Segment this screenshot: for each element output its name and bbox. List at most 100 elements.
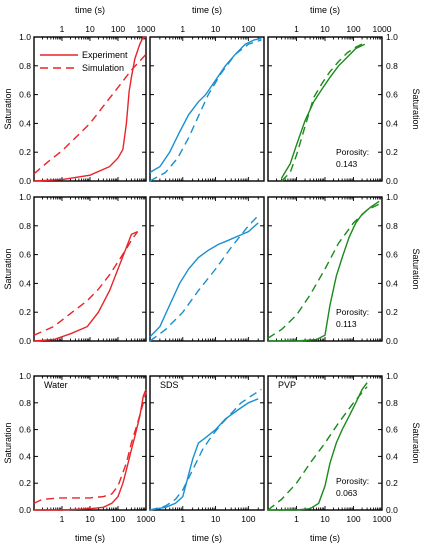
porosity-label: Porosity: [336, 147, 369, 157]
x-axis-label: time (s) [310, 533, 340, 543]
y-tick-label: 0.2 [19, 307, 31, 317]
y-axis-label: Saturation [411, 422, 421, 463]
x-tick-label: 10 [320, 514, 330, 524]
y-tick-label: 0.6 [19, 425, 31, 435]
panel-frame [33, 196, 147, 342]
x-tick-label: 10 [211, 24, 221, 34]
y-tick-label: 0.6 [19, 250, 31, 260]
y-tick-label: 1.0 [19, 192, 31, 202]
x-axis-label: time (s) [310, 5, 340, 15]
y-tick-label: 1.0 [386, 32, 398, 42]
x-tick-label: 1 [180, 24, 185, 34]
simulation-line [149, 39, 262, 182]
y-tick-label: 0.8 [386, 61, 398, 71]
x-tick-label: 100 [111, 24, 125, 34]
y-tick-label: 0.4 [386, 451, 398, 461]
x-tick-label: 100 [346, 24, 360, 34]
y-tick-label: 0.8 [19, 61, 31, 71]
panel-frame [149, 196, 265, 342]
experiment-line [268, 382, 368, 511]
y-tick-label: 0.4 [19, 118, 31, 128]
porosity-value: 0.143 [336, 159, 358, 169]
x-axis-label: time (s) [75, 5, 105, 15]
experiment-line [280, 43, 366, 179]
x-tick-label: 100 [111, 514, 125, 524]
experiment-line [34, 389, 147, 511]
y-tick-label: 0.4 [19, 451, 31, 461]
x-tick-label: 1000 [137, 514, 156, 524]
y-axis-label: Saturation [411, 88, 421, 129]
y-tick-label: 0.8 [19, 398, 31, 408]
y-axis-label: Saturation [411, 248, 421, 289]
simulation-line [281, 42, 366, 182]
column-label: Water [44, 380, 68, 390]
x-tick-label: 1 [294, 514, 299, 524]
y-tick-label: 0.4 [386, 278, 398, 288]
x-tick-label: 100 [241, 24, 255, 34]
experiment-line [268, 200, 380, 342]
y-tick-label: 0.4 [386, 118, 398, 128]
x-tick-label: 1000 [373, 514, 392, 524]
simulation-line [267, 386, 368, 511]
y-tick-label: 0.6 [386, 425, 398, 435]
panel-frame [149, 36, 265, 182]
experiment-line [149, 222, 259, 338]
x-axis-label: time (s) [192, 5, 222, 15]
x-tick-label: 1000 [373, 24, 392, 34]
x-tick-label: 1000 [137, 24, 156, 34]
x-tick-label: 1 [180, 514, 185, 524]
y-tick-label: 0.2 [386, 478, 398, 488]
y-axis-label: Saturation [3, 422, 13, 463]
experiment-line [33, 36, 146, 182]
simulation-line [149, 388, 262, 511]
legend-label: Experiment [82, 50, 128, 60]
simulation-line [33, 231, 139, 336]
y-tick-label: 0.0 [19, 176, 31, 186]
panel-frame [267, 375, 383, 511]
x-tick-label: 100 [346, 514, 360, 524]
y-tick-label: 0.0 [386, 336, 398, 346]
porosity-value: 0.113 [336, 319, 357, 329]
y-axis-label: Saturation [3, 248, 13, 289]
y-tick-label: 1.0 [386, 192, 398, 202]
x-axis-label: time (s) [192, 533, 222, 543]
y-tick-label: 0.2 [386, 147, 398, 157]
simulation-line [267, 202, 383, 339]
y-tick-label: 0.0 [386, 505, 398, 515]
porosity-label: Porosity: [336, 476, 369, 486]
y-tick-label: 0.6 [19, 90, 31, 100]
y-tick-label: 0.2 [386, 307, 398, 317]
x-axis-label: time (s) [75, 533, 105, 543]
simulation-line [33, 53, 147, 175]
y-tick-label: 0.4 [19, 278, 31, 288]
x-tick-label: 10 [211, 514, 221, 524]
y-tick-label: 1.0 [19, 32, 31, 42]
porosity-label: Porosity: [336, 307, 369, 317]
y-tick-label: 1.0 [386, 371, 398, 381]
y-tick-label: 0.8 [386, 221, 398, 231]
x-tick-label: 10 [85, 24, 95, 34]
simulation-line [33, 391, 147, 504]
panel-frame [33, 375, 147, 511]
y-tick-label: 0.6 [386, 250, 398, 260]
x-tick-label: 1 [60, 24, 65, 34]
y-tick-label: 0.6 [386, 90, 398, 100]
panel-frame [149, 375, 265, 511]
y-tick-label: 0.8 [19, 221, 31, 231]
x-tick-label: 10 [320, 24, 330, 34]
panel-frame [267, 36, 383, 182]
x-tick-label: 1 [60, 514, 65, 524]
x-tick-label: 10 [85, 514, 95, 524]
x-tick-label: 1 [294, 24, 299, 34]
y-tick-label: 1.0 [19, 371, 31, 381]
legend-label: Simulation [82, 63, 124, 73]
y-tick-label: 0.0 [386, 176, 398, 186]
y-tick-label: 0.0 [19, 505, 31, 515]
simulation-line [149, 215, 259, 342]
y-tick-label: 0.8 [386, 398, 398, 408]
y-tick-label: 0.2 [19, 478, 31, 488]
x-tick-label: 100 [241, 514, 255, 524]
column-label: SDS [160, 380, 179, 390]
porosity-value: 0.063 [336, 488, 358, 498]
